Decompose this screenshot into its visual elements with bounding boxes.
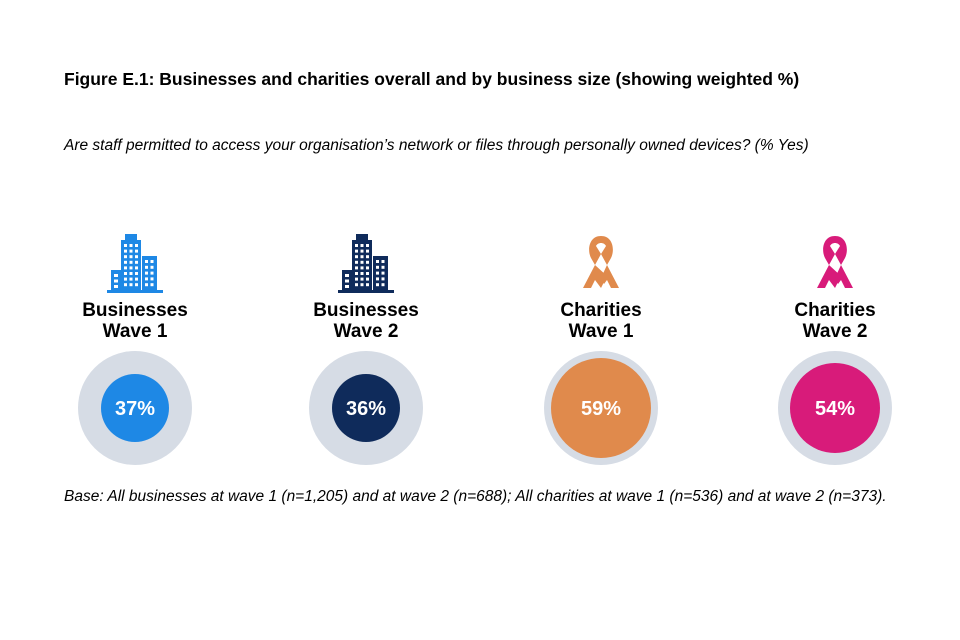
survey-question: Are staff permitted to access your organ…	[64, 137, 809, 154]
panel-label: Businesses Wave 2	[266, 300, 466, 342]
base-note: Base: All businesses at wave 1 (n=1,205)…	[64, 488, 887, 505]
panel-wave-label: Wave 1	[568, 321, 634, 342]
panel-charities-wave-1: Charities Wave 1 59%	[501, 228, 701, 468]
awareness-ribbon-icon	[583, 236, 619, 288]
panel-businesses-wave-2: Businesses Wave 2 36%	[266, 228, 466, 468]
panel-label: Charities Wave 1	[501, 300, 701, 342]
donut-value-label: 54%	[815, 398, 855, 420]
panel-group-label: Businesses	[313, 300, 419, 321]
value-donut: 54%	[778, 351, 892, 465]
figure-title: Figure E.1: Businesses and charities ove…	[64, 69, 800, 89]
donut-value-disc	[101, 374, 169, 442]
awareness-ribbon-icon	[817, 236, 853, 288]
panel-label: Businesses Wave 1	[35, 300, 235, 342]
panel-group-label: Charities	[560, 300, 642, 321]
office-building-icon	[338, 234, 394, 293]
panel-wave-label: Wave 1	[102, 321, 168, 342]
panel-businesses-wave-1: Businesses Wave 1 37%	[35, 228, 235, 468]
value-donut: 37%	[78, 351, 192, 465]
panel-group-label: Businesses	[82, 300, 188, 321]
donut-value-label: 59%	[581, 398, 621, 420]
panel-wave-label: Wave 2	[333, 321, 399, 342]
panel-group-label: Charities	[794, 300, 876, 321]
donut-value-label: 37%	[115, 398, 155, 420]
office-building-icon	[107, 234, 163, 293]
value-donut: 59%	[544, 351, 658, 465]
panel-wave-label: Wave 2	[802, 321, 868, 342]
donut-value-disc	[551, 358, 651, 458]
panel-charities-wave-2: Charities Wave 2 54%	[735, 228, 935, 468]
indicator-panels: Businesses Wave 1 37% Businesses Wave 2 …	[0, 228, 960, 468]
donut-value-label: 36%	[346, 398, 386, 420]
value-donut: 36%	[309, 351, 423, 465]
donut-value-disc	[332, 374, 400, 442]
donut-value-disc	[790, 363, 880, 453]
panel-label: Charities Wave 2	[735, 300, 935, 342]
